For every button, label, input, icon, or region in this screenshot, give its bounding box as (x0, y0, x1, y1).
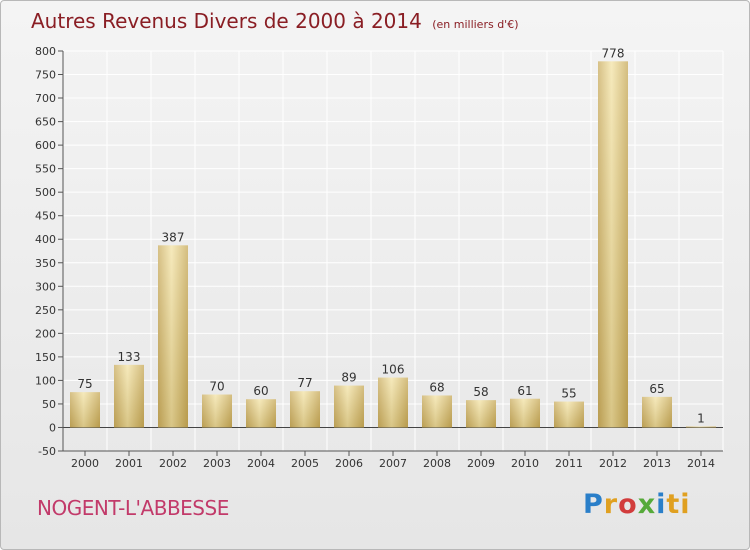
data-label: 65 (649, 382, 664, 396)
x-tick-label: 2010 (511, 457, 539, 470)
data-label: 77 (297, 376, 312, 390)
data-label: 106 (382, 363, 405, 377)
data-label: 58 (473, 385, 488, 399)
bars: 75 133 387 70 60 77 89 106 68 58 61 55 778 65 1 (70, 46, 716, 428)
data-label: 68 (429, 380, 444, 394)
bar-shade (202, 394, 232, 428)
x-tick-label: 2002 (159, 457, 187, 470)
x-tick-label: 2009 (467, 457, 495, 470)
bar-shade (554, 401, 584, 428)
y-tick-label: 650 (35, 116, 56, 129)
bar-shade (334, 385, 364, 428)
data-label: 70 (209, 380, 224, 394)
logo-letter: o (618, 489, 638, 520)
bar-shade (114, 364, 144, 428)
bar-shade (686, 426, 716, 428)
y-tick-label: 350 (35, 257, 56, 270)
x-tick-label: 2006 (335, 457, 363, 470)
bar-shade (246, 399, 276, 428)
y-tick-label: 500 (35, 186, 56, 199)
bar-shade (598, 61, 628, 428)
bar-shade (70, 392, 100, 428)
y-tick-label: 50 (42, 398, 56, 411)
x-tick-label: 2007 (379, 457, 407, 470)
logo-letter: x (637, 489, 657, 520)
x-tick-label: 2000 (71, 457, 99, 470)
y-tick-label: -50 (38, 445, 56, 458)
x-tick-label: 2011 (555, 457, 583, 470)
x-tick-label: 2013 (643, 457, 671, 470)
data-label: 133 (118, 350, 141, 364)
data-label: 1 (697, 411, 705, 425)
y-tick-label: 100 (35, 374, 56, 387)
proxiti-logo: Proxiti (583, 489, 691, 520)
y-tick-label: 300 (35, 280, 56, 293)
y-tick-label: 750 (35, 69, 56, 82)
y-tick-label: 550 (35, 163, 56, 176)
data-label: 61 (517, 384, 532, 398)
commune-name: NOGENT-L'ABBESSE (37, 496, 229, 520)
y-tick-label: 400 (35, 233, 56, 246)
y-tick-label: 200 (35, 327, 56, 340)
chart-title-text: Autres Revenus Divers de 2000 à 2014 (31, 9, 422, 33)
x-tick-label: 2014 (687, 457, 715, 470)
data-label: 75 (77, 377, 92, 391)
bar-shade (466, 400, 496, 428)
data-label: 387 (162, 230, 185, 244)
bar-shade (378, 377, 408, 428)
y-axis-ticks: -50 0 50 100 150 200 250 300 350 400 450 500 550 600 6… (35, 45, 64, 458)
x-axis-ticks: 2000 2001 2002 2003 2004 2005 2006 2007 2008 2009… (63, 450, 723, 470)
data-label: 55 (561, 387, 576, 401)
x-tick-label: 2012 (599, 457, 627, 470)
y-tick-label: 600 (35, 139, 56, 152)
y-tick-label: 0 (49, 421, 56, 434)
y-tick-label: 150 (35, 351, 56, 364)
chart-title: Autres Revenus Divers de 2000 à 2014 (en… (31, 9, 519, 33)
data-label: 60 (253, 384, 268, 398)
logo-letter: r (603, 489, 619, 520)
logo-letter: P (583, 489, 604, 520)
chart-subtitle: (en milliers d'€) (432, 18, 519, 31)
x-tick-label: 2005 (291, 457, 319, 470)
x-tick-label: 2001 (115, 457, 143, 470)
x-tick-label: 2003 (203, 457, 231, 470)
bar-shade (422, 395, 452, 428)
bar-shade (158, 245, 188, 428)
y-tick-label: 250 (35, 304, 56, 317)
logo-letter: i (656, 489, 667, 520)
bar-shade (642, 396, 672, 428)
logo-letter: ti (666, 489, 691, 520)
y-tick-label: 450 (35, 210, 56, 223)
bar-shade (290, 391, 320, 428)
bar-shade (510, 398, 540, 428)
data-label: 89 (341, 371, 356, 385)
x-tick-label: 2004 (247, 457, 275, 470)
x-tick-label: 2008 (423, 457, 451, 470)
y-tick-label: 800 (35, 45, 56, 58)
data-label: 778 (602, 46, 625, 60)
y-tick-label: 700 (35, 92, 56, 105)
